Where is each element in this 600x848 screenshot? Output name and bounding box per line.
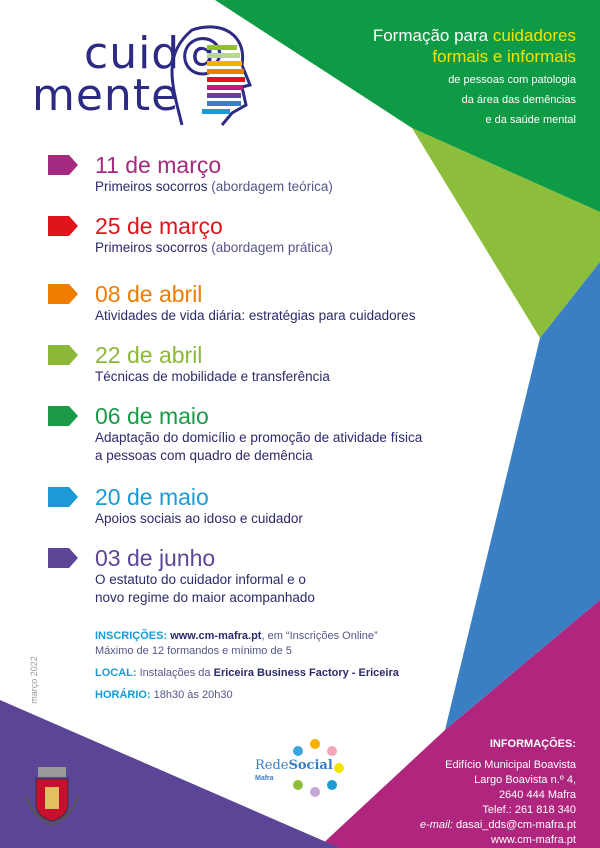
inscricoes-link[interactable]: www.cm-mafra.pt bbox=[170, 630, 262, 642]
lime-shape bbox=[412, 128, 600, 338]
purple-shape bbox=[0, 700, 340, 848]
event-title: Primeiros socorros (abordagem prática) bbox=[95, 240, 333, 255]
arrow-icon bbox=[48, 487, 78, 507]
website-link[interactable]: www.cm-mafra.pt bbox=[491, 834, 576, 846]
event-title: Técnicas de mobilidade e transferência bbox=[95, 369, 330, 384]
event-title: O estatuto do cuidador informal e o novo … bbox=[95, 572, 315, 605]
mafra-crest-logo bbox=[24, 765, 80, 827]
horario: HORÁRIO: 18h30 às 20h30 bbox=[95, 689, 233, 701]
header-sub: da área das demências bbox=[461, 94, 576, 106]
inscricoes: INSCRIÇÕES: www.cm-mafra.pt, em “Inscriç… bbox=[95, 630, 378, 642]
email-link[interactable]: dasai_dds@cm-mafra.pt bbox=[452, 819, 576, 831]
magenta-shape bbox=[318, 600, 600, 848]
info-block: INSCRIÇÕES: www.cm-mafra.pt, em “Inscriç… bbox=[95, 629, 399, 703]
header-sub: e da saúde mental bbox=[485, 114, 576, 126]
event-title: Primeiros socorros (abordagem teórica) bbox=[95, 179, 333, 194]
event-title: Atividades de vida diária: estratégias p… bbox=[95, 308, 416, 323]
event-title: Adaptação do domicílio e promoção de ati… bbox=[95, 430, 423, 463]
cuidamente-logo: cuid@ mente bbox=[32, 25, 252, 140]
header-sub: de pessoas com patologia bbox=[448, 74, 576, 86]
logo-line2: mente bbox=[32, 70, 180, 121]
date-stamp: março 2022 bbox=[29, 656, 39, 704]
arrow-icon bbox=[48, 406, 78, 426]
contact-info: INFORMAÇÕES: Edifício Municipal Boavista… bbox=[419, 738, 576, 846]
header-title: Formação para cuidadores bbox=[372, 26, 576, 45]
head-profile-icon bbox=[170, 25, 252, 126]
logo-line1: cuid@ bbox=[84, 28, 226, 79]
event-date: 11 de março bbox=[95, 152, 222, 178]
arrow-icon bbox=[48, 216, 78, 236]
blue-shape bbox=[445, 262, 600, 730]
arrow-icon bbox=[48, 345, 78, 365]
event-date: 20 de maio bbox=[95, 484, 209, 510]
header: Formação para cuidadores formais e infor… bbox=[373, 25, 576, 130]
header-title-line2: formais e informais bbox=[432, 47, 576, 66]
event-title: Apoios sociais ao idoso e cuidador bbox=[95, 511, 303, 526]
event-date: 03 de junho bbox=[95, 545, 216, 571]
limits: Máximo de 12 formandos e mínimo de 5 bbox=[95, 645, 292, 657]
people-circle-icon bbox=[293, 739, 344, 797]
arrow-icon bbox=[48, 155, 78, 175]
local: LOCAL: Instalações da Ericeira Business … bbox=[95, 667, 399, 679]
event-date: 06 de maio bbox=[95, 403, 209, 429]
arrow-icon bbox=[48, 548, 78, 568]
event-date: 25 de março bbox=[95, 213, 223, 239]
event-date: 08 de abril bbox=[95, 281, 203, 307]
green-shape bbox=[215, 0, 600, 212]
rede-social-logo: RedeSocial Mafra bbox=[255, 738, 345, 800]
event-date: 22 de abril bbox=[95, 342, 203, 368]
arrow-icon bbox=[48, 284, 78, 304]
